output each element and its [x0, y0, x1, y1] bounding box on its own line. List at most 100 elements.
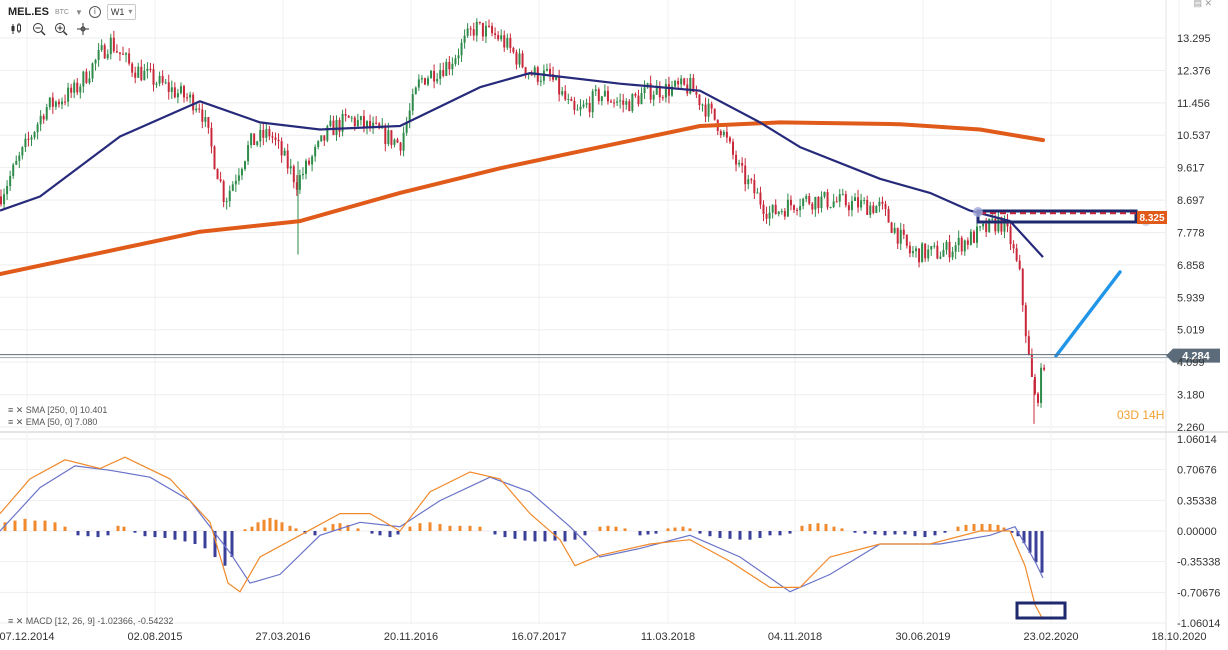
- candle-body: [671, 86, 673, 96]
- macd-y-tick-label: 0.35338: [1177, 495, 1217, 507]
- y-tick-label: 3.180: [1177, 390, 1205, 402]
- macd-histogram-bar: [708, 531, 712, 537]
- macd-histogram-bar: [338, 523, 342, 531]
- candle-body: [372, 122, 375, 129]
- macd-highlight-box[interactable]: [1015, 601, 1067, 620]
- candle-body: [722, 131, 725, 136]
- macd-histogram-bar: [53, 522, 57, 531]
- macd-histogram-bar: [980, 524, 984, 531]
- candle-body: [622, 100, 625, 105]
- macd-histogram-bar: [1016, 531, 1020, 537]
- candle-body: [384, 125, 387, 145]
- candle-body: [951, 251, 954, 258]
- macd-histogram-bar: [681, 526, 685, 531]
- macd-histogram-bar: [243, 529, 247, 531]
- macd-y-tick-label: 0.00000: [1177, 526, 1217, 538]
- timeframe-select[interactable]: W1 ▾: [106, 4, 137, 20]
- macd-histogram-bar: [933, 531, 937, 536]
- candle-body: [430, 70, 433, 79]
- window-controls[interactable]: ▤ ✕: [1193, 0, 1212, 8]
- candle-body: [100, 45, 103, 50]
- candle-type-icon[interactable]: [10, 22, 24, 39]
- candle-body: [292, 166, 295, 183]
- candle-body: [240, 169, 243, 176]
- drag-handle[interactable]: [973, 207, 983, 217]
- candle-body: [850, 200, 853, 211]
- candle-body: [808, 196, 811, 204]
- candle-body: [228, 190, 231, 202]
- candle-body: [954, 245, 957, 252]
- crosshair-icon[interactable]: [76, 22, 90, 39]
- candle-body: [509, 37, 512, 49]
- candle-body: [710, 103, 713, 109]
- candle-body: [298, 175, 301, 190]
- macd-histogram-bar: [853, 531, 857, 533]
- zoom-out-icon[interactable]: [32, 22, 46, 39]
- candle-body: [786, 199, 789, 217]
- candle-body: [375, 122, 378, 124]
- candle-body: [875, 206, 878, 213]
- candle-body: [433, 70, 436, 82]
- candle-body: [902, 229, 905, 235]
- candle-body: [27, 138, 30, 140]
- macd-histogram-bar: [223, 531, 227, 566]
- level-tag-label: 8.325: [1139, 213, 1164, 224]
- macd-y-tick-label: 1.06014: [1177, 434, 1217, 446]
- candle-body: [780, 211, 783, 213]
- symbol-label[interactable]: MEL.ES: [8, 6, 49, 18]
- macd-histogram-bar: [274, 519, 278, 531]
- candle-body: [957, 237, 960, 246]
- chevron-down-icon[interactable]: ▼: [74, 7, 83, 17]
- timeframe-value: W1: [110, 7, 125, 17]
- candle-body: [286, 150, 289, 169]
- candle-body: [457, 55, 460, 59]
- x-tick-label: 30.06.2019: [895, 631, 950, 643]
- macd-histogram-bar: [503, 531, 507, 538]
- candle-body: [274, 137, 277, 140]
- candle-body: [643, 87, 646, 94]
- macd-histogram-bar: [163, 531, 167, 538]
- candle-body: [216, 168, 219, 180]
- candle-body: [478, 21, 481, 23]
- macd-histogram-bar: [438, 524, 442, 531]
- candle-body: [985, 223, 988, 232]
- macd-histogram-bar: [778, 531, 782, 536]
- candle-body: [195, 108, 198, 111]
- macd-histogram-bar: [280, 522, 284, 531]
- candle-body: [189, 94, 192, 98]
- candle-body: [893, 227, 896, 233]
- macd-histogram-bar: [1034, 531, 1038, 563]
- candle-body: [976, 226, 978, 243]
- candle-body: [295, 182, 298, 190]
- macd-histogram-bar: [718, 531, 722, 538]
- macd-histogram-bar: [122, 526, 126, 531]
- chart-toolbar: MEL.ES BTC ▼ i W1 ▾: [8, 4, 137, 20]
- candle-body: [765, 213, 768, 219]
- candle-body: [988, 218, 991, 232]
- candle-body: [0, 196, 2, 205]
- candle-body: [777, 211, 780, 215]
- candle-body: [960, 237, 963, 252]
- macd-histogram-bar: [96, 531, 100, 538]
- candle-body: [347, 115, 350, 118]
- candle-body: [911, 251, 914, 254]
- macd-histogram-bar: [268, 517, 272, 531]
- candle-body: [256, 141, 259, 145]
- zoom-in-icon[interactable]: [54, 22, 68, 39]
- candle-body: [518, 53, 521, 65]
- candle-body: [311, 156, 314, 165]
- candle-body: [661, 97, 664, 99]
- candle-body: [469, 28, 472, 30]
- candle-body: [460, 42, 463, 56]
- info-icon[interactable]: i: [88, 6, 101, 18]
- candle-body: [1040, 367, 1043, 403]
- y-tick-label: 6.858: [1177, 260, 1205, 272]
- macd-histogram-bar: [23, 518, 27, 531]
- macd-histogram-bar: [816, 523, 820, 531]
- candle-body: [201, 109, 204, 122]
- sma-legend-label: ≡ ✕ SMA [250, 0] 10.401: [8, 405, 107, 415]
- candle-body: [1037, 393, 1039, 403]
- candle-body: [799, 206, 802, 211]
- trend-line-drawing[interactable]: [1054, 270, 1122, 358]
